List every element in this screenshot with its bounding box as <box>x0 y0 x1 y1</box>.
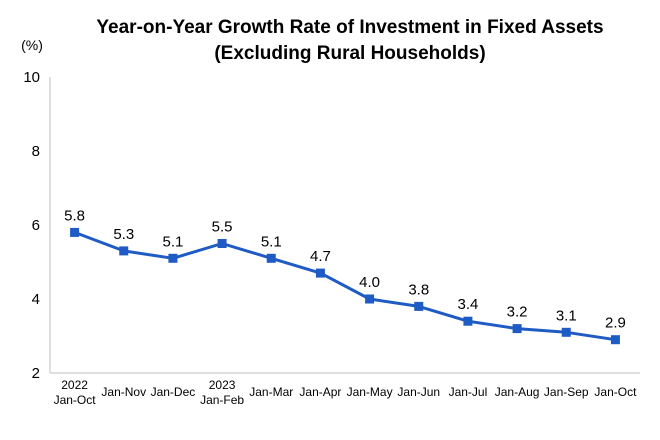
data-point <box>512 324 522 334</box>
data-point <box>315 268 325 278</box>
y-tick-labels: 2 4 6 8 10 <box>23 69 40 382</box>
x-tick-label: Jan-May <box>347 385 393 399</box>
data-label: 5.8 <box>64 207 85 224</box>
data-point <box>463 316 473 326</box>
data-markers <box>70 227 620 345</box>
x-tick-label: Jan-Nov <box>101 385 146 399</box>
chart-title: Year-on-Year Growth Rate of Investment i… <box>96 17 603 38</box>
x-tick-label: Jan-Sep <box>544 385 589 399</box>
series-line <box>74 230 616 342</box>
data-point <box>168 253 178 263</box>
data-point <box>70 227 80 237</box>
data-label: 5.5 <box>212 219 233 236</box>
y-tick-label: 8 <box>32 143 40 160</box>
data-labels: 5.8 5.3 5.1 5.5 5.1 4.7 4.0 3.8 3.4 3.2 3.1 2.9 <box>64 207 626 331</box>
y-tick-label: 4 <box>32 291 40 308</box>
y-tick-label: 2 <box>32 365 40 382</box>
data-point <box>365 294 375 304</box>
x-tick-label: Jan-Feb <box>200 393 244 407</box>
x-tick-label: Jan-Jun <box>397 385 440 399</box>
chart-subtitle: (Excluding Rural Households) <box>214 43 485 64</box>
data-label: 3.1 <box>556 307 577 324</box>
data-label: 4.7 <box>310 248 331 265</box>
data-label: 5.1 <box>261 233 282 250</box>
data-point <box>414 301 424 311</box>
data-point <box>217 239 227 248</box>
data-label: 5.1 <box>162 233 183 250</box>
data-label: 3.8 <box>408 281 429 298</box>
x-tick-label: Jan-Dec <box>151 385 196 399</box>
x-tick-label: Jan-Jul <box>449 385 488 399</box>
data-point <box>610 335 620 345</box>
y-tick-label: 10 <box>23 69 40 86</box>
x-tick-label: Jan-Oct <box>54 393 97 407</box>
data-point <box>266 253 276 263</box>
y-tick-label: 6 <box>32 217 40 234</box>
x-tick-label: 2022 <box>61 378 88 392</box>
x-tick-label: 2023 <box>209 378 236 392</box>
data-label: 2.9 <box>605 315 626 332</box>
data-label: 5.3 <box>113 226 134 243</box>
data-label: 4.0 <box>359 274 380 291</box>
x-tick-label: Jan-Mar <box>249 385 293 399</box>
unit-label: (%) <box>21 37 43 53</box>
x-tick-label: Jan-Apr <box>299 385 341 399</box>
x-tick-label: Jan-Oct <box>594 385 637 399</box>
data-point <box>561 327 571 337</box>
data-point <box>119 246 129 256</box>
x-tick-label: Jan-Aug <box>495 385 540 399</box>
data-label: 3.4 <box>457 296 478 313</box>
data-label: 3.2 <box>507 304 528 321</box>
